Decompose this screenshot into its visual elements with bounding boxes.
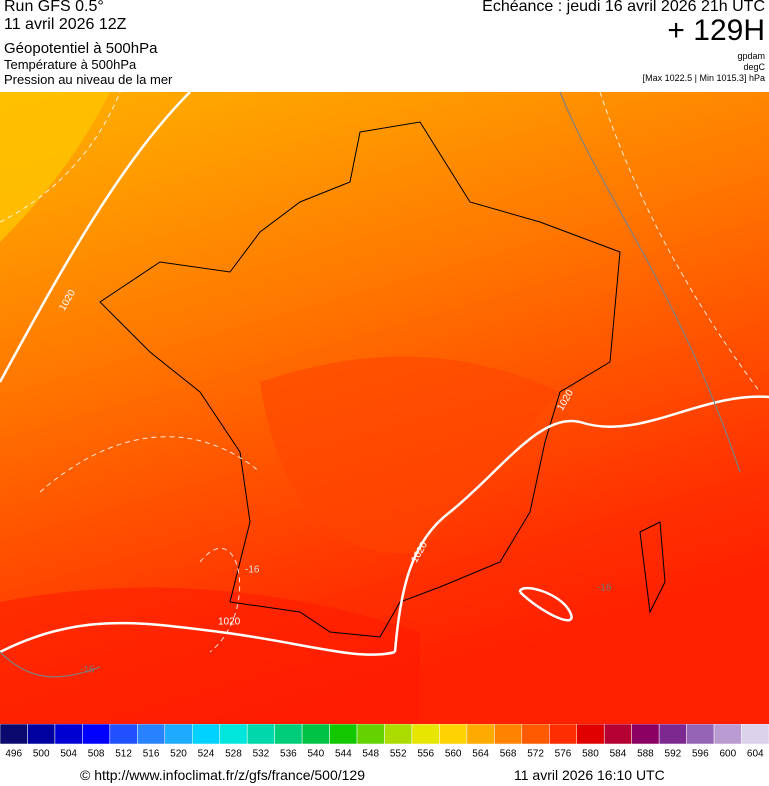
scale-label: 500 [33, 749, 50, 760]
height-contour [0, 92, 741, 678]
isobar [0, 621, 396, 656]
scale-cell [384, 724, 413, 745]
scale-cell [0, 724, 28, 745]
contour-label: 1020 [218, 617, 241, 628]
scale-label: 540 [307, 749, 324, 760]
scale-label: 544 [335, 749, 352, 760]
scale-cell [686, 724, 715, 745]
map: 1020 1020 1020 1020 -16 -16 -16 [0, 92, 769, 724]
scale-cell [411, 724, 440, 745]
scale-cell [521, 724, 550, 745]
warm-band [0, 92, 110, 242]
scale-cell [192, 724, 220, 745]
lead-time: + 129H [667, 14, 765, 47]
pressure-range: [Max 1022.5 | Min 1015.3] hPa [642, 73, 765, 83]
unit: gpdam [737, 51, 765, 61]
scale-cell [164, 724, 193, 745]
scale-cell [741, 724, 769, 745]
scale-label: 576 [555, 749, 572, 760]
scale-cell [466, 724, 495, 745]
france-outline [99, 121, 621, 638]
scale-cell [576, 724, 605, 745]
source-url: © http://www.infoclimat.fr/z/gfs/france/… [80, 767, 365, 783]
unit: degC [743, 62, 765, 72]
field: Géopotentiel à 500hPa [4, 40, 158, 57]
scale-label: 532 [253, 749, 270, 760]
scale-label: 528 [225, 749, 242, 760]
scale-label: 600 [719, 749, 736, 760]
scale-cell [549, 724, 577, 745]
scale-cell [631, 724, 660, 745]
scale-cell [54, 724, 83, 745]
field: Température à 500hPa [4, 57, 137, 72]
scale-label: 516 [143, 749, 160, 760]
scale-cell [356, 724, 385, 745]
isobar [518, 586, 573, 622]
scale-cell [219, 724, 248, 745]
scale-cell [27, 724, 56, 745]
scale-label: 580 [582, 749, 599, 760]
scale-label: 592 [665, 749, 682, 760]
scale-label: 520 [170, 749, 187, 760]
run: Run GFS 0.5° [4, 0, 104, 15]
scale-cell [137, 724, 166, 745]
scale-cell [246, 724, 275, 745]
isobar [0, 92, 191, 383]
scale-label: 504 [60, 749, 77, 760]
scale-cell [713, 724, 742, 745]
scale-label: 552 [390, 749, 407, 760]
scale-cell [329, 724, 358, 745]
contour-label: -16 [245, 565, 260, 576]
scale-label: 508 [88, 749, 105, 760]
corsica [639, 521, 666, 614]
scale-cell [274, 724, 303, 745]
scale-label: 604 [747, 749, 764, 760]
scale-label: 560 [445, 749, 462, 760]
scale-cell [301, 724, 330, 745]
scale-label: 512 [115, 749, 132, 760]
color-scale: 496 500 504 508 512 516 520 524 528 532 536 540 544 5… [0, 724, 769, 760]
timestamp: 11 avril 2026 16:10 UTC [514, 767, 665, 783]
scale-label: 564 [472, 749, 489, 760]
scale-label: 524 [198, 749, 215, 760]
warm-band [260, 356, 560, 554]
scale-cell [439, 724, 468, 745]
isobar [393, 395, 769, 653]
scale-cell [494, 724, 523, 745]
contour-label: -16 [80, 665, 95, 676]
run-date: 11 avril 2026 12Z [4, 16, 127, 33]
scale-label: 496 [5, 749, 22, 760]
scale-label: 548 [362, 749, 379, 760]
scale-cell [658, 724, 687, 745]
field: Pression au niveau de la mer [4, 72, 173, 87]
scale-cell [603, 724, 632, 745]
scale-cell [109, 724, 138, 745]
scale-label: 556 [417, 749, 434, 760]
scale-label: 568 [500, 749, 517, 760]
scale-label: 572 [527, 749, 544, 760]
scale-label: 536 [280, 749, 297, 760]
scale-cell [82, 724, 111, 745]
valid-time: Echéance : jeudi 16 avril 2026 21h UTC [482, 0, 765, 15]
scale-label: 588 [637, 749, 654, 760]
contour-label: -16 [597, 583, 612, 594]
scale-label: 596 [692, 749, 709, 760]
scale-label: 584 [610, 749, 627, 760]
